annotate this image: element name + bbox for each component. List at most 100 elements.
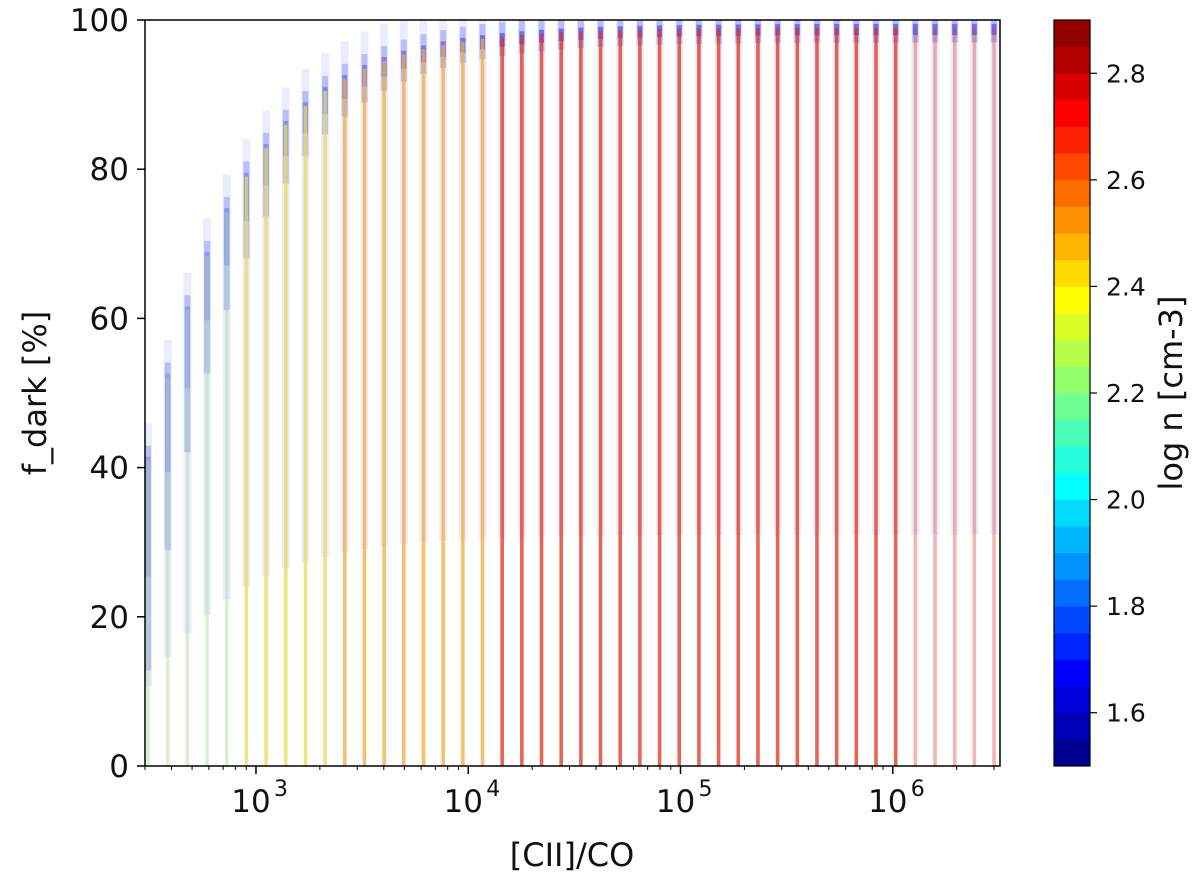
colorbar-segment <box>1054 206 1090 234</box>
envelope-mark <box>911 20 920 535</box>
data-column <box>458 20 467 766</box>
colorbar-tick-label: 2.8 <box>1106 59 1146 88</box>
y-tick: 80 <box>90 152 145 188</box>
stem-mark <box>795 27 800 766</box>
y-axis-label: f_dark [%] <box>16 311 54 475</box>
data-column <box>399 20 408 766</box>
x-tick-base: 10 <box>231 784 270 820</box>
x-tick-label: 10 4 <box>444 777 501 820</box>
x-axis-label: [CII]/CO <box>510 836 635 874</box>
data-column <box>694 20 703 766</box>
data-column <box>734 20 743 766</box>
y-tick: 100 <box>70 3 145 39</box>
colorbar-segment <box>1054 46 1090 74</box>
data-column <box>517 20 526 766</box>
data-column <box>911 20 920 766</box>
data-marks <box>145 20 999 766</box>
core-mark <box>184 306 190 389</box>
stem-mark <box>716 28 721 766</box>
colorbar-tick-label: 1.8 <box>1106 592 1146 621</box>
data-column <box>380 23 389 766</box>
stem-mark <box>165 377 170 766</box>
x-tick-base: 10 <box>656 784 695 820</box>
stem-mark <box>362 68 367 766</box>
data-column <box>576 20 585 766</box>
data-column <box>557 20 566 766</box>
colorbar-segment <box>1054 366 1090 394</box>
colorbar-tick-label: 2.6 <box>1106 166 1146 195</box>
colorbar-tick: 2.2 <box>1090 379 1146 408</box>
colorbar-segment <box>1054 446 1090 474</box>
colorbar-label: log n [cm-3] <box>1152 295 1190 490</box>
colorbar-segment <box>1054 632 1090 660</box>
colorbar-segment <box>1054 579 1090 607</box>
data-column <box>301 68 310 766</box>
stem-mark <box>618 30 623 766</box>
colorbar-segment <box>1054 659 1090 687</box>
stem-mark <box>775 27 780 766</box>
colorbar-segment <box>1054 739 1090 767</box>
band-mark <box>184 295 191 453</box>
data-column <box>281 87 290 766</box>
stem-mark <box>461 41 465 766</box>
stem-mark <box>224 211 229 766</box>
envelope-mark <box>222 174 231 600</box>
colorbar-segment <box>1054 419 1090 447</box>
stem-mark <box>146 460 150 766</box>
core-mark <box>991 23 997 35</box>
stem-mark <box>834 27 839 766</box>
x-tick-base: 10 <box>444 784 483 820</box>
envelope-mark <box>183 272 192 634</box>
data-column <box>990 20 999 766</box>
colorbar-tick: 2.4 <box>1090 272 1146 301</box>
stem-mark <box>756 28 760 766</box>
stem-mark <box>401 54 406 766</box>
data-column <box>419 20 428 766</box>
core-mark <box>165 373 171 473</box>
colorbar-tick: 1.6 <box>1090 699 1146 728</box>
colorbar-tick: 2.6 <box>1090 166 1146 195</box>
stem-mark <box>913 27 918 766</box>
envelope-mark <box>931 20 940 535</box>
band-mark <box>204 240 211 374</box>
y-tick-label: 40 <box>90 451 129 487</box>
stem-mark <box>972 27 977 766</box>
colorbar-tick: 2.0 <box>1090 486 1146 515</box>
x-tick-label: 10 3 <box>231 777 288 820</box>
data-column <box>714 20 723 766</box>
colorbar-tick: 1.8 <box>1090 592 1146 621</box>
y-tick-label: 20 <box>90 600 129 636</box>
stem-mark <box>933 27 937 766</box>
x-tick-exponent: 6 <box>911 777 925 802</box>
colorbar-segment <box>1054 153 1090 181</box>
colorbar-segment <box>1054 606 1090 634</box>
stem-mark <box>185 310 190 766</box>
colorbar-tick-label: 2.4 <box>1106 272 1146 301</box>
colorbar-segment <box>1054 313 1090 341</box>
core-mark <box>224 208 230 266</box>
data-column <box>203 218 212 766</box>
colorbar: 1.6 1.8 2.0 2.2 2.4 2.6 2.8 <box>1053 19 1146 767</box>
data-column <box>675 20 684 766</box>
y-tick: 20 <box>90 600 145 636</box>
y-tick-label: 100 <box>70 3 129 39</box>
stem-mark <box>874 27 878 766</box>
stem-mark <box>421 49 426 766</box>
data-column <box>262 110 271 766</box>
data-column <box>872 20 881 766</box>
data-column <box>163 340 172 766</box>
core-mark <box>952 23 958 36</box>
envelope-mark <box>950 20 959 535</box>
core-mark <box>912 23 918 36</box>
stem-mark <box>520 34 524 766</box>
data-column <box>596 20 605 766</box>
x-axis: 10 3 10 4 10 5 10 6 <box>144 766 995 820</box>
colorbar-tick: 2.8 <box>1090 59 1146 88</box>
y-axis: 0 20 40 60 80 100 <box>70 3 145 785</box>
colorbar-segment <box>1054 179 1090 207</box>
x-tick-exponent: 3 <box>274 777 288 802</box>
stem-mark <box>244 176 249 766</box>
y-tick-label: 0 <box>109 749 129 785</box>
data-column <box>321 53 330 766</box>
